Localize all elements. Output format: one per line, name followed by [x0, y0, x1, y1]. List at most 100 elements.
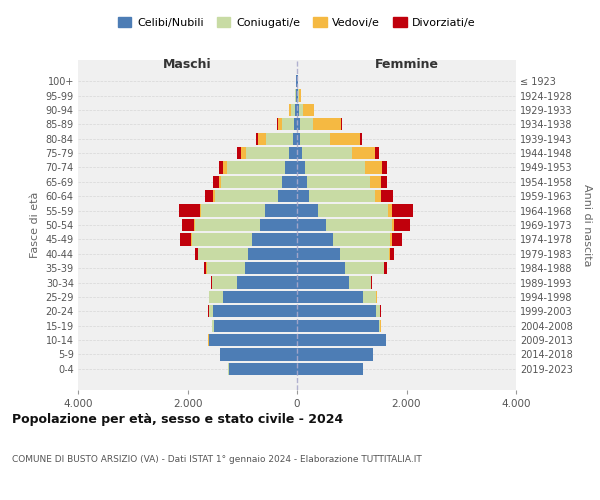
Bar — [300, 118, 313, 130]
Bar — [340, 248, 389, 260]
Bar — [345, 262, 383, 274]
Bar — [295, 90, 296, 102]
Bar — [332, 234, 390, 245]
Bar — [297, 162, 305, 173]
Bar — [375, 147, 379, 159]
Bar — [392, 204, 413, 216]
Bar — [199, 248, 248, 260]
Bar — [252, 234, 297, 245]
Bar — [379, 320, 380, 332]
Bar — [294, 118, 297, 130]
Text: Maschi: Maschi — [163, 58, 212, 71]
Bar — [209, 291, 223, 303]
Bar — [220, 348, 297, 360]
Bar — [297, 320, 379, 332]
Bar — [307, 176, 370, 188]
Bar — [281, 176, 297, 188]
Bar — [285, 162, 297, 173]
Bar — [296, 90, 297, 102]
Bar — [213, 305, 297, 318]
Bar — [245, 262, 297, 274]
Bar — [376, 305, 380, 318]
Bar — [297, 348, 373, 360]
Bar — [194, 219, 195, 231]
Bar — [388, 204, 392, 216]
Bar — [326, 219, 392, 231]
Bar — [206, 262, 245, 274]
Bar — [289, 104, 291, 116]
Bar — [237, 276, 297, 288]
Bar — [209, 305, 213, 318]
Bar — [297, 104, 299, 116]
Legend: Celibi/Nubili, Coniugati/e, Vedovi/e, Divorziati/e: Celibi/Nubili, Coniugati/e, Vedovi/e, Di… — [114, 13, 480, 32]
Text: Popolazione per età, sesso e stato civile - 2024: Popolazione per età, sesso e stato civil… — [12, 412, 343, 426]
Bar — [384, 262, 387, 274]
Bar — [258, 132, 266, 145]
Bar — [352, 147, 375, 159]
Bar — [394, 219, 410, 231]
Bar — [382, 190, 394, 202]
Bar — [256, 132, 258, 145]
Bar — [196, 248, 198, 260]
Bar — [192, 234, 252, 245]
Bar — [223, 291, 297, 303]
Bar — [238, 147, 241, 159]
Bar — [297, 334, 386, 346]
Bar — [299, 104, 303, 116]
Bar — [313, 118, 341, 130]
Y-axis label: Anni di nascita: Anni di nascita — [583, 184, 592, 266]
Y-axis label: Fasce di età: Fasce di età — [30, 192, 40, 258]
Bar — [297, 234, 332, 245]
Bar — [278, 190, 297, 202]
Bar — [360, 132, 362, 145]
Bar — [392, 219, 394, 231]
Bar — [318, 204, 388, 216]
Bar — [248, 248, 297, 260]
Bar — [205, 190, 213, 202]
Bar — [297, 147, 302, 159]
Bar — [241, 147, 246, 159]
Bar — [365, 162, 382, 173]
Bar — [371, 276, 372, 288]
Bar — [302, 147, 352, 159]
Bar — [297, 132, 300, 145]
Text: COMUNE DI BUSTO ARSIZIO (VA) - Dati ISTAT 1° gennaio 2024 - Elaborazione TUTTITA: COMUNE DI BUSTO ARSIZIO (VA) - Dati ISTA… — [12, 455, 422, 464]
Bar — [215, 190, 278, 202]
Bar — [297, 190, 309, 202]
Bar — [278, 118, 282, 130]
Bar — [266, 132, 293, 145]
Bar — [229, 363, 297, 375]
Bar — [297, 291, 363, 303]
Bar — [298, 90, 299, 102]
Text: Femmine: Femmine — [374, 58, 439, 71]
Bar — [295, 104, 297, 116]
Bar — [203, 262, 206, 274]
Bar — [297, 262, 345, 274]
Bar — [297, 90, 298, 102]
Bar — [293, 132, 297, 145]
Bar — [390, 248, 394, 260]
Bar — [297, 248, 340, 260]
Bar — [179, 204, 200, 216]
Bar — [382, 162, 388, 173]
Bar — [289, 147, 297, 159]
Bar — [389, 248, 390, 260]
Bar — [212, 320, 214, 332]
Bar — [303, 104, 314, 116]
Bar — [291, 104, 295, 116]
Bar — [375, 190, 382, 202]
Bar — [211, 276, 212, 288]
Bar — [213, 176, 219, 188]
Bar — [282, 118, 294, 130]
Bar — [349, 276, 371, 288]
Bar — [297, 276, 349, 288]
Bar — [212, 276, 237, 288]
Bar — [299, 90, 301, 102]
Bar — [181, 234, 191, 245]
Bar — [330, 132, 360, 145]
Bar — [213, 190, 215, 202]
Bar — [219, 162, 223, 173]
Bar — [363, 291, 376, 303]
Bar — [309, 190, 375, 202]
Bar — [209, 334, 297, 346]
